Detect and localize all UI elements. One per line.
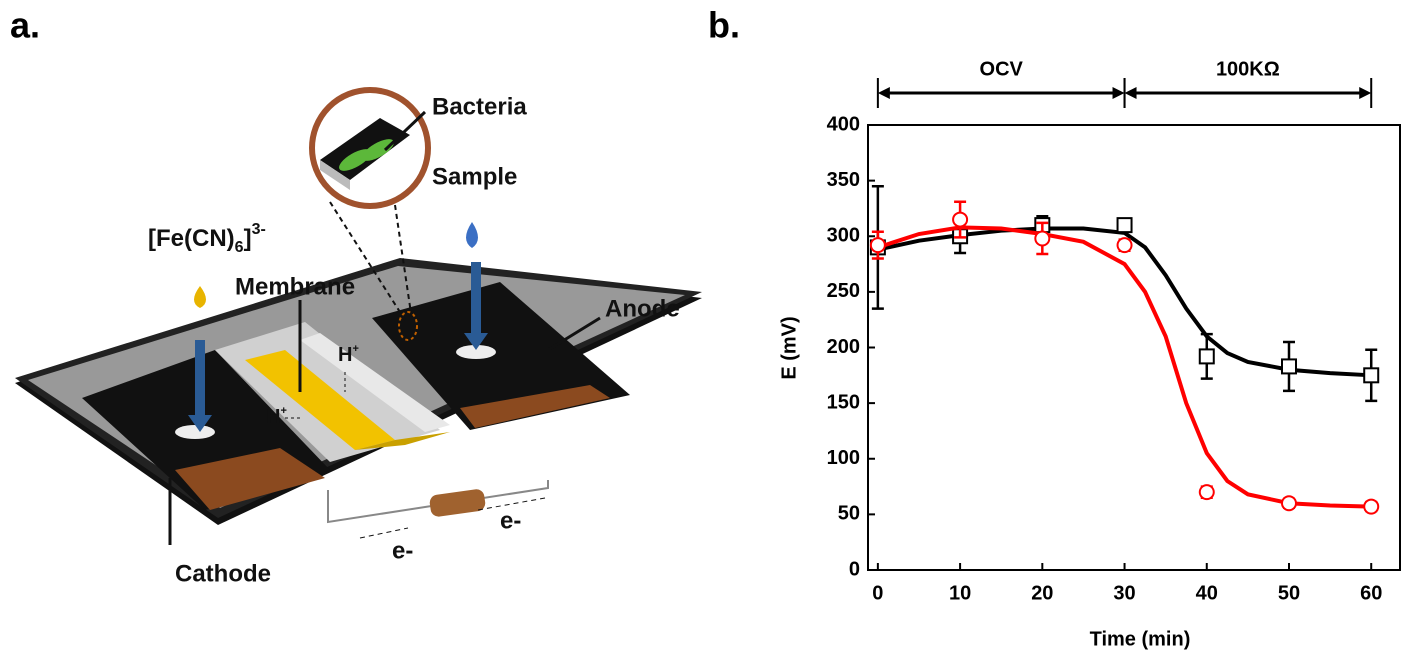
drop: [466, 222, 478, 248]
y-tick-label: 200: [827, 336, 860, 358]
x-tick-label: 40: [1196, 582, 1218, 604]
label: 3-: [252, 221, 266, 238]
fit-curve: [878, 227, 1371, 506]
y-tick-label: 50: [838, 503, 860, 525]
y-tick-label: 250: [827, 280, 860, 302]
label: 6: [235, 239, 244, 256]
arrow-head: [1359, 87, 1371, 99]
marker: [1118, 238, 1132, 252]
marker: [1035, 231, 1049, 245]
well: [175, 425, 215, 439]
label: [Fe(CN)6]3-: [148, 221, 266, 256]
y-axis-label: E (mV): [778, 316, 800, 379]
label: Anode: [605, 295, 680, 322]
x-tick-label: 30: [1113, 582, 1135, 604]
label: ]: [244, 225, 252, 252]
marker: [953, 213, 967, 227]
y-tick-label: 400: [827, 113, 860, 135]
x-axis-label: Time (min): [1090, 628, 1191, 650]
arrow-head: [878, 87, 890, 99]
x-tick-label: 20: [1031, 582, 1053, 604]
region-label: 100KΩ: [1216, 58, 1280, 80]
figure: a. b.: [0, 0, 1421, 659]
y-tick-label: 300: [827, 225, 860, 247]
y-tick-label: 0: [849, 558, 860, 580]
device-diagram: Bacteria Sample Membrane Anode Cathode […: [15, 90, 702, 587]
label: H: [266, 406, 280, 428]
label: Membrane: [235, 273, 355, 300]
region-label: OCV: [980, 58, 1024, 80]
x-tick-label: 60: [1360, 582, 1382, 604]
x-tick-label: 0: [872, 582, 883, 604]
marker: [1118, 218, 1132, 232]
x-tick-label: 10: [949, 582, 971, 604]
label: e-: [392, 537, 413, 564]
drop: [194, 286, 206, 308]
marker: [1282, 496, 1296, 510]
label: H: [338, 344, 352, 366]
label: Sample: [432, 163, 517, 190]
marker: [1200, 485, 1214, 499]
panel-label: b.: [708, 5, 740, 46]
marker: [1364, 500, 1378, 514]
marker: [1200, 349, 1214, 363]
panel-label: a.: [10, 5, 40, 46]
x-tick-label: 50: [1278, 582, 1300, 604]
y-tick-label: 100: [827, 447, 860, 469]
label: Cathode: [175, 560, 271, 587]
resistor: [429, 488, 487, 517]
label: +: [352, 343, 358, 355]
label: [Fe(CN): [148, 225, 235, 252]
label: +: [280, 405, 286, 417]
label: e-: [500, 507, 521, 534]
marker: [1364, 368, 1378, 382]
label: Bacteria: [432, 93, 527, 120]
marker: [1282, 359, 1296, 373]
arrow-head: [1113, 87, 1125, 99]
y-tick-label: 150: [827, 391, 860, 413]
marker: [871, 238, 885, 252]
y-tick-label: 350: [827, 169, 860, 191]
arrow-head: [1125, 87, 1137, 99]
